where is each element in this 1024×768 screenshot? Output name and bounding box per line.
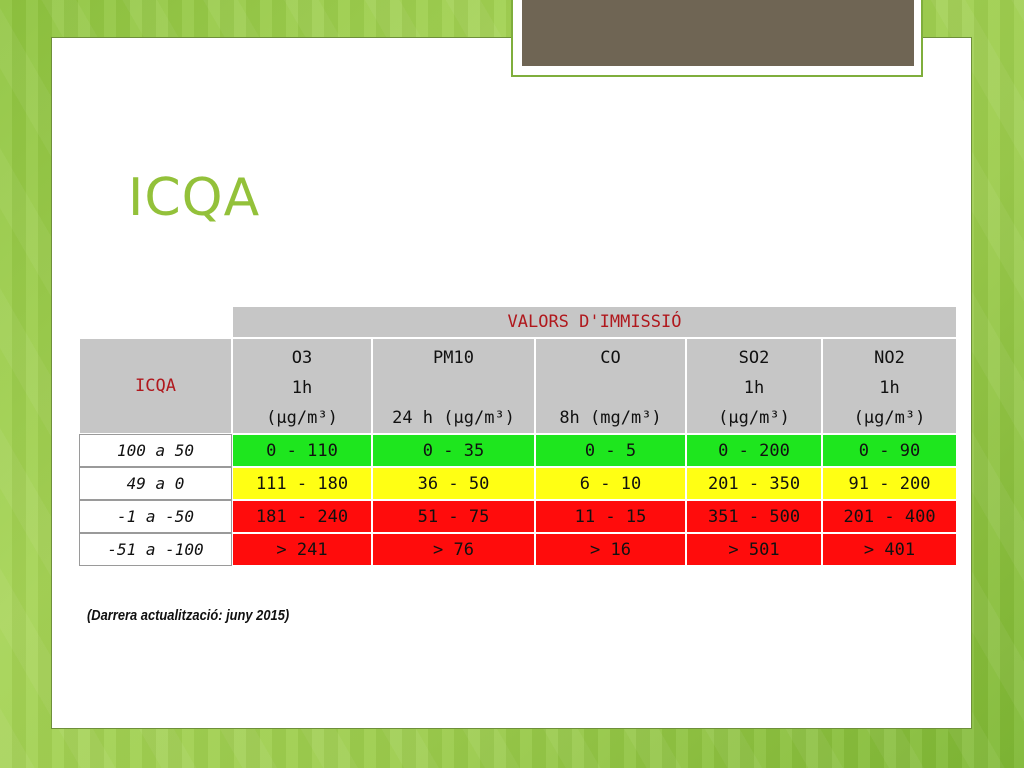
pollutant-name: PM10 [433,348,474,368]
pollutant-name: SO2 [738,348,770,368]
footnote-last-update: (Darrera actualització: juny 2015) [87,607,290,624]
pollutant-name: NO2 [874,348,905,368]
table-cell: 0 - 110 [232,434,372,467]
table-cell: > 501 [686,533,822,566]
table-cell: 201 - 350 [686,467,822,500]
table-cell: 11 - 15 [535,500,686,533]
table-cell: > 241 [232,533,372,566]
table-cell: 91 - 200 [822,467,957,500]
pollutant-header-so2: SO2 1h (µg/m³) [686,338,822,434]
pollutant-name: CO [600,348,621,368]
pollutant-period: 1h [743,378,765,398]
pollutant-header-no2: NO2 1h (µg/m³) [822,338,957,434]
table-cell: 0 - 5 [535,434,686,467]
table-cell: 0 - 35 [372,434,535,467]
table-super-header: VALORS D'IMMISSIÓ [232,306,957,338]
row-label: -1 a -50 [79,500,232,533]
pollutant-header-pm10: PM10 24 h (µg/m³) [372,338,535,434]
pollutant-name: O3 [291,348,313,368]
row-label: -51 a -100 [79,533,232,566]
table-cell: 51 - 75 [372,500,535,533]
table-cell: 111 - 180 [232,467,372,500]
icqa-column-header: ICQA [79,338,232,434]
pollutant-period: 1h [879,378,900,398]
pollutant-period: 1h [291,378,313,398]
table-cell: 36 - 50 [372,467,535,500]
slide-title: ICQA [128,168,261,228]
pollutant-header-co: CO 8h (mg/m³) [535,338,686,434]
row-label: 49 a 0 [79,467,232,500]
table-cell: 181 - 240 [232,500,372,533]
table-cell: 0 - 90 [822,434,957,467]
pollutant-unit: 8h (mg/m³) [559,408,662,428]
icqa-table: VALORS D'IMMISSIÓ ICQA O3 1h (µg/m³) PM1… [79,306,957,566]
table-cell: > 16 [535,533,686,566]
pollutant-unit: (µg/m³) [266,408,338,428]
pollutant-unit: (µg/m³) [718,408,790,428]
table-cell: > 401 [822,533,957,566]
pollutant-unit: (µg/m³) [853,408,926,428]
table-cell: 6 - 10 [535,467,686,500]
decorative-box [522,0,914,66]
table-cell: 351 - 500 [686,500,822,533]
pollutant-unit: 24 h (µg/m³) [392,408,515,428]
pollutant-header-o3: O3 1h (µg/m³) [232,338,372,434]
table-cell: 0 - 200 [686,434,822,467]
row-label: 100 a 50 [79,434,232,467]
table-cell: > 76 [372,533,535,566]
table-cell: 201 - 400 [822,500,957,533]
